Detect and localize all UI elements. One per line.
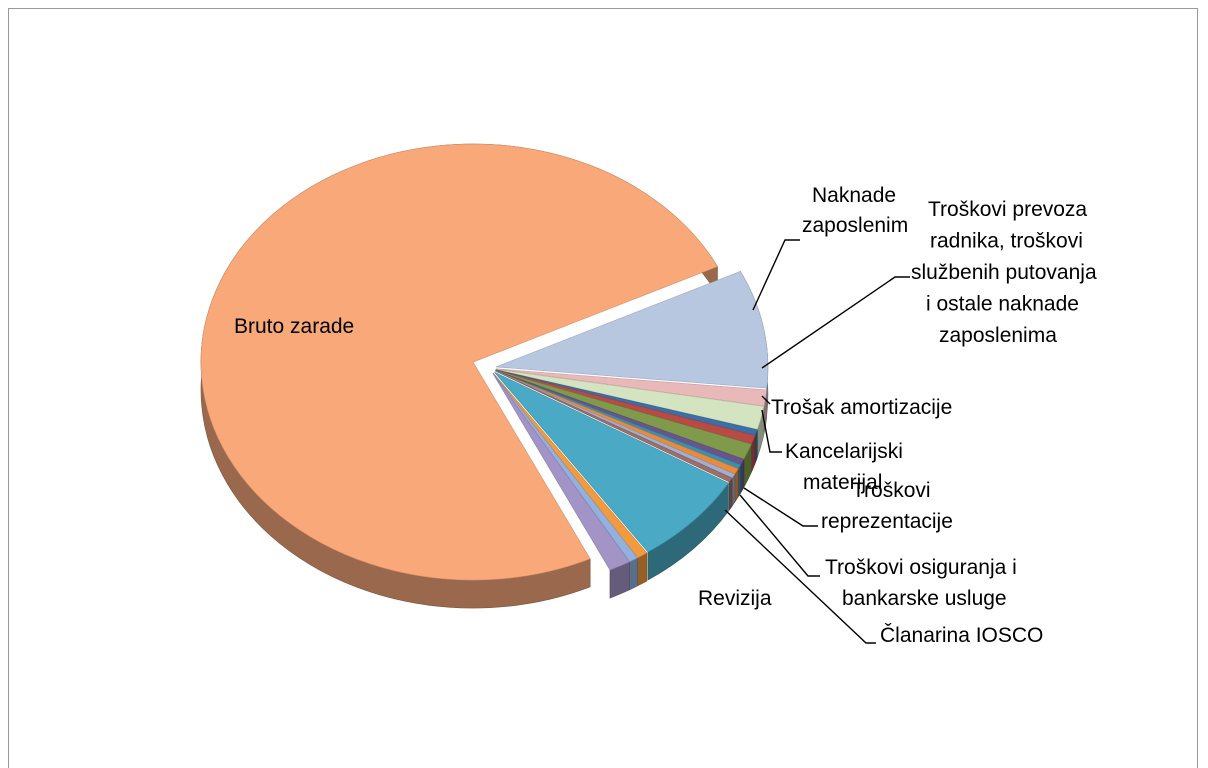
slice-label-line: Kancelarijski	[785, 440, 903, 463]
leader-line-troskovi-osiguranja-i-bankarske-usluge	[739, 494, 820, 577]
slice-label-line: Bruto zarade	[234, 315, 354, 338]
slice-label-troskovi-prevoza-radnika-troskovi-sluzbenih-putovanja-i-ostale-naknade-zaposlenima: Troškovi prevoza radnika, troškovi služben…	[911, 198, 1097, 347]
pie-slice-slice-3	[495, 369, 765, 430]
pie-slice-bruto-zarade	[200, 143, 718, 581]
slice-label-line: i ostale naknade	[926, 293, 1079, 316]
slice-label-kancelarijski-materijal: Kancelarijski materijal	[785, 440, 903, 494]
pie-slice-naknade-zaposlenim	[495, 270, 769, 389]
pie-slice-kancelarijski-materijal	[495, 369, 756, 445]
slice-label-troskovi-reprezentacije: Troškovi reprezentacije	[821, 479, 953, 533]
slice-label-troskovi-osiguranja-i-bankarske-usluge: Troškovi osiguranja i bankarske usluge	[825, 556, 1017, 610]
pie-slice-slice-14	[492, 372, 638, 563]
slice-label-trosak-amortizacije: Trošak amortizacije	[771, 396, 952, 419]
pie-side-slice-14	[629, 557, 638, 591]
pie-slice-revizija	[492, 373, 630, 571]
pie-side-clanarina-iosco	[729, 477, 733, 511]
slice-label-naknade-zaposlenim: Naknade zaposlenim	[802, 184, 908, 237]
slice-label-line: Naknade	[812, 184, 896, 207]
leader-line-troskovi-prevoza-radnika-troskovi-sluzbenih-putovanja-i-ostale-naknade-zaposlenima	[761, 276, 910, 369]
slice-label-line: Troškovi osiguranja i	[825, 556, 1017, 579]
leader-line-trosak-amortizacije	[761, 395, 771, 405]
slice-label-line: reprezentacije	[821, 510, 953, 533]
slice-label-line: bankarske usluge	[842, 587, 1007, 610]
leader-line-clanarina-iosco	[724, 509, 876, 644]
slice-label-line: radnika, troškovi	[930, 230, 1083, 253]
pie-slice-slice-12	[494, 371, 729, 553]
pie-top-layer	[200, 143, 769, 581]
slice-label-line: materijal	[803, 471, 882, 494]
slice-label-line: zaposlenima	[939, 324, 1057, 347]
leader-line-naknade-zaposlenim	[752, 239, 800, 311]
slice-label-line: Revizija	[698, 587, 772, 610]
slice-label-revizija: Revizija	[698, 587, 772, 610]
slice-label-line: Troškovi	[852, 479, 931, 502]
slice-label-line: službenih putovanja	[911, 261, 1097, 284]
pie-side-slice-8	[737, 463, 741, 498]
slice-label-line: Troškovi prevoza	[928, 198, 1087, 221]
leader-line-kancelarijski-materijal	[761, 409, 782, 453]
chart-frame	[8, 8, 1198, 768]
slice-label-line: Članarina IOSCO	[880, 624, 1043, 647]
pie-slice-slice-6	[495, 369, 752, 460]
slice-label-line: Trošak amortizacije	[771, 396, 952, 419]
leader-lines	[724, 239, 910, 644]
slice-label-clanarina-iosco: Članarina IOSCO	[880, 624, 1043, 647]
pie-slice-troskovi-prevoza-radnika-troskovi-sluzbenih-putovanja-i-ostale-naknade-zaposlenima	[495, 368, 767, 407]
leader-line-troskovi-reprezentacije	[743, 487, 818, 527]
pie-side-slice-13	[637, 552, 648, 587]
pie-side-troskovi-osiguranja-i-bankarske-usluge	[731, 473, 736, 508]
slice-label-line: zaposlenim	[802, 214, 908, 237]
slice-label-bruto-zarade: Bruto zarade	[234, 315, 354, 338]
pie-slice-clanarina-iosco	[495, 370, 733, 483]
